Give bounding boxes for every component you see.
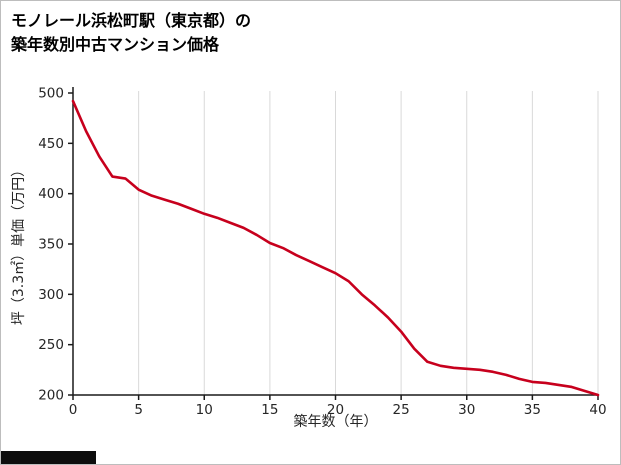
chart-title: モノレール浜松町駅（東京都）の 築年数別中古マンション価格: [11, 9, 251, 57]
price-line-series: [71, 99, 600, 397]
x-tick-label: 25: [393, 402, 410, 418]
chart-title-line1: モノレール浜松町駅（東京都）の: [11, 11, 252, 30]
x-tick-label: 30: [458, 402, 475, 418]
x-tick-label: 15: [261, 402, 278, 418]
x-tick-label: 40: [589, 402, 606, 418]
y-tick-label: 250: [38, 337, 64, 353]
bottom-left-bar: [1, 451, 96, 464]
y-tick-label: 200: [38, 388, 64, 404]
y-tick-label: 400: [38, 186, 64, 202]
x-axis-label: 築年数（年）: [293, 414, 378, 430]
chart-title-line2: 築年数別中古マンション価格: [11, 35, 220, 54]
y-axis-label: 坪（3.3㎡）単価（万円）: [11, 162, 27, 326]
y-tick-label: 350: [38, 237, 64, 253]
x-tick-label: 5: [134, 402, 143, 418]
x-tick-label: 0: [69, 402, 78, 418]
y-tick-label: 450: [38, 136, 64, 152]
x-tick-label: 10: [196, 402, 213, 418]
x-tick-label: 20: [327, 402, 344, 418]
y-tick-label: 300: [38, 287, 64, 303]
x-tick-label: 35: [524, 402, 541, 418]
y-tick-label: 500: [38, 86, 64, 102]
